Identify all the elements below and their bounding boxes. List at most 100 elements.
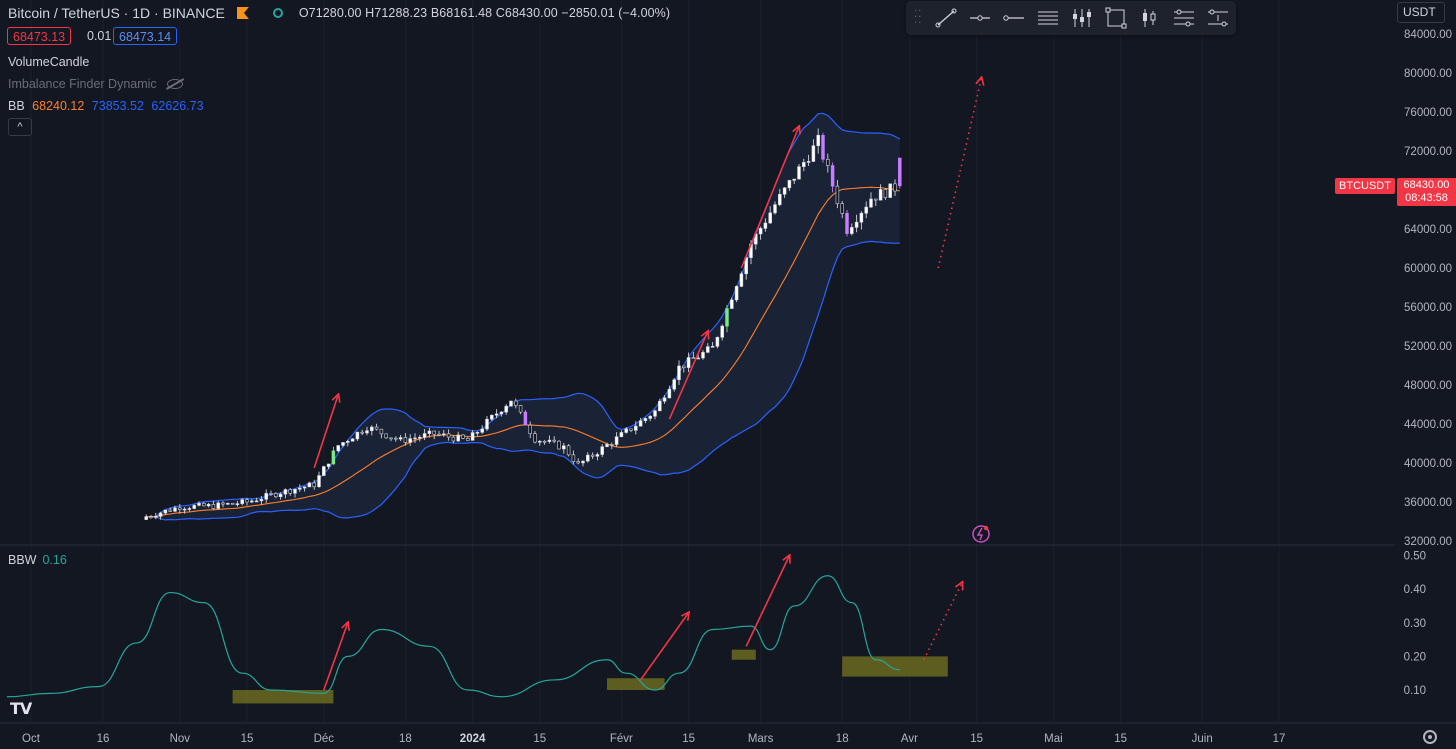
candle[interactable] (302, 486, 307, 492)
candle[interactable] (394, 436, 398, 442)
candle[interactable] (811, 139, 816, 163)
candle[interactable] (715, 336, 720, 349)
candle[interactable] (288, 488, 292, 496)
candle[interactable] (259, 496, 264, 505)
candles[interactable] (144, 128, 902, 521)
candle[interactable] (797, 164, 801, 180)
candle[interactable] (514, 398, 518, 409)
candle[interactable] (235, 500, 240, 507)
candle[interactable] (888, 183, 892, 198)
candle[interactable] (278, 492, 283, 500)
hidden-eye-icon[interactable] (166, 79, 183, 89)
candle[interactable] (158, 511, 163, 520)
candle[interactable] (686, 352, 691, 373)
candle[interactable] (413, 433, 417, 444)
candle[interactable] (778, 188, 782, 207)
candle[interactable] (154, 512, 158, 520)
candle[interactable] (422, 428, 427, 441)
candle[interactable] (826, 153, 830, 173)
candle[interactable] (149, 514, 153, 519)
indicator-imbalance-finder[interactable]: Imbalance Finder Dynamic (8, 77, 183, 91)
sell-price-button[interactable]: 68473.13 (7, 27, 72, 45)
candle[interactable] (701, 350, 705, 360)
candle[interactable] (499, 411, 504, 417)
candle[interactable] (859, 211, 864, 230)
candle[interactable] (845, 209, 849, 237)
candle[interactable] (403, 433, 408, 446)
candle[interactable] (667, 385, 672, 399)
fib-retracement-icon[interactable] (1068, 5, 1096, 31)
candle[interactable] (662, 395, 667, 404)
candle[interactable] (317, 471, 321, 488)
candle[interactable] (523, 410, 528, 426)
candle[interactable] (830, 162, 835, 193)
rectangle-icon[interactable] (1102, 5, 1130, 31)
candle[interactable] (610, 442, 614, 450)
candle[interactable] (408, 434, 412, 446)
candle[interactable] (682, 365, 686, 373)
candle[interactable] (168, 507, 172, 512)
candle[interactable] (538, 440, 542, 446)
candle[interactable] (173, 505, 177, 513)
candle[interactable] (245, 497, 249, 506)
candle[interactable] (461, 434, 465, 440)
candle[interactable] (490, 414, 494, 422)
candle[interactable] (600, 444, 604, 458)
candle[interactable] (187, 506, 192, 512)
candle[interactable] (456, 431, 460, 442)
candle[interactable] (230, 502, 235, 505)
price-range-icon[interactable] (1170, 5, 1198, 31)
candle[interactable] (206, 502, 211, 508)
candle[interactable] (758, 226, 763, 240)
candle[interactable] (293, 488, 297, 498)
candle[interactable] (869, 192, 873, 208)
candle[interactable] (816, 128, 820, 154)
candle[interactable] (398, 434, 403, 442)
candle[interactable] (437, 430, 441, 437)
candle[interactable] (451, 435, 456, 444)
candle[interactable] (566, 444, 571, 457)
collapse-legend-button[interactable]: ^ (8, 118, 32, 136)
candle[interactable] (552, 436, 556, 444)
candle[interactable] (619, 430, 624, 438)
candle[interactable] (590, 452, 595, 459)
candle[interactable] (216, 500, 220, 510)
candle[interactable] (221, 501, 225, 508)
candle[interactable] (298, 484, 302, 492)
candle[interactable] (586, 452, 590, 463)
candle[interactable] (355, 431, 360, 441)
candle[interactable] (581, 460, 585, 467)
candle[interactable] (374, 423, 379, 431)
candle[interactable] (518, 404, 523, 415)
candle[interactable] (634, 421, 638, 435)
candle[interactable] (802, 158, 806, 172)
candle[interactable] (706, 343, 710, 354)
date-range-icon[interactable] (1204, 5, 1232, 31)
candle[interactable] (274, 492, 278, 499)
candle[interactable] (672, 378, 676, 392)
time-axis[interactable]: Oct 16 Nov 15 Déc 18 2024 15 Févr 15 Mars 18 Avr 15 Ma… (0, 722, 1456, 745)
candle[interactable] (418, 434, 422, 442)
candle[interactable] (648, 414, 652, 422)
symbol-title[interactable]: Bitcoin / TetherUS · 1D · BINANCE (8, 5, 225, 21)
candle[interactable] (192, 504, 196, 510)
candle[interactable] (768, 206, 772, 224)
candle[interactable] (638, 417, 643, 427)
candle[interactable] (874, 198, 878, 207)
candle[interactable] (446, 429, 451, 441)
candle[interactable] (893, 179, 897, 196)
bbw-axis[interactable]: 0.50 0.40 0.30 0.20 0.10 (1404, 551, 1426, 697)
symbol-header[interactable]: Bitcoin / TetherUS · 1D · BINANCE O71280… (8, 4, 670, 22)
candle[interactable] (533, 430, 537, 444)
candle[interactable] (240, 498, 244, 506)
flag-icon[interactable] (236, 7, 249, 19)
candle[interactable] (562, 442, 566, 454)
candle[interactable] (528, 421, 532, 438)
buy-price-button[interactable]: 68473.14 (113, 27, 178, 45)
candle[interactable] (350, 438, 355, 442)
candle[interactable] (898, 157, 902, 189)
candle[interactable] (542, 440, 547, 445)
candle[interactable] (840, 200, 844, 219)
candle[interactable] (850, 223, 854, 236)
